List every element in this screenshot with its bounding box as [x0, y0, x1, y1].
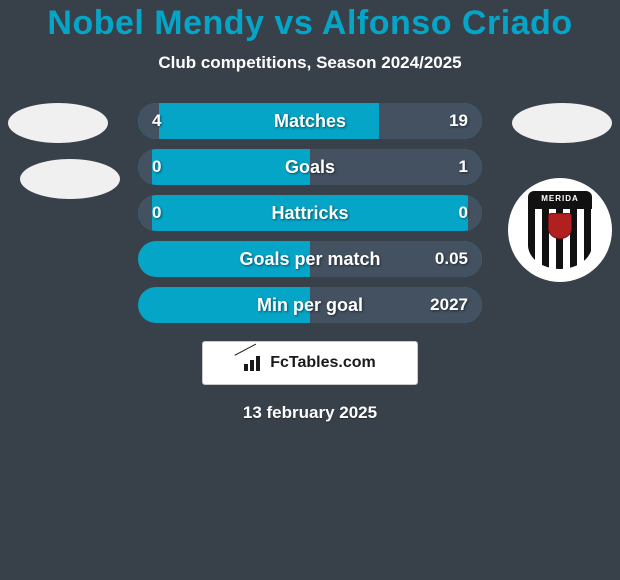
stat-label: Hattricks	[138, 195, 482, 231]
attribution-text: FcTables.com	[270, 354, 376, 372]
stat-label: Matches	[138, 103, 482, 139]
page-title: Nobel Mendy vs Alfonso Criado	[0, 4, 620, 43]
value-right: 2027	[430, 287, 468, 323]
comparison-infographic: Nobel Mendy vs Alfonso Criado Club compe…	[0, 0, 620, 423]
bar-goals: 0 Goals 1	[138, 149, 482, 185]
value-right: 19	[449, 103, 468, 139]
player-right-badge	[512, 103, 612, 143]
attribution-box: FcTables.com	[202, 341, 418, 385]
value-right: 0	[459, 195, 468, 231]
stat-row-mpg: Min per goal 2027	[0, 287, 620, 333]
value-right: 0.05	[435, 241, 468, 277]
player-left-badge-2	[20, 159, 120, 199]
stat-row-hattricks: 0 Hattricks 0	[0, 195, 620, 241]
stat-label: Goals	[138, 149, 482, 185]
chart-icon	[244, 355, 264, 371]
player-left-badge	[8, 103, 108, 143]
bar-matches: 4 Matches 19	[138, 103, 482, 139]
value-right: 1	[459, 149, 468, 185]
stat-row-gpm: Goals per match 0.05	[0, 241, 620, 287]
bar-gpm: Goals per match 0.05	[138, 241, 482, 277]
date: 13 february 2025	[0, 403, 620, 423]
bar-mpg: Min per goal 2027	[138, 287, 482, 323]
subtitle: Club competitions, Season 2024/2025	[0, 53, 620, 73]
bar-hattricks: 0 Hattricks 0	[138, 195, 482, 231]
stat-label: Goals per match	[138, 241, 482, 277]
stat-row-matches: 4 Matches 19	[0, 103, 620, 149]
